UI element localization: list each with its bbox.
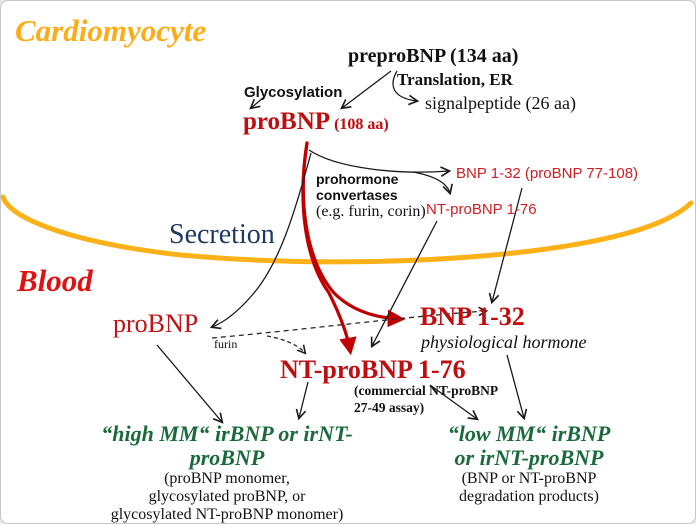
bnp-cleaved-label: BNP 1-32 (proBNP 77-108) (456, 165, 639, 182)
assay-note-line1: (commercial NT-proBNP (354, 383, 499, 398)
arrow-probnp-to-bnp-cell (308, 149, 452, 177)
high-mm-line2: glycosylated proBNP, or (148, 488, 306, 505)
arrow-ntprobnp-to-high-mm (295, 381, 309, 421)
ntprobnp-assay-note: (commercial NT-proBNP 27-49 assay) (354, 382, 514, 416)
low-mm-line2: degradation products) (459, 488, 599, 505)
high-mm-group: “high MM“ irBNP or irNT-proBNP (proBNP m… (81, 422, 373, 524)
arrow-preprobnp-to-probnp (340, 70, 392, 110)
convertases-line2: convertases (316, 187, 398, 203)
arrow-dashed-furin-to-ntprobnp (266, 335, 305, 353)
translation-er-label: Translation, ER (397, 70, 513, 89)
probnp-blood-label: proBNP (113, 309, 199, 338)
secretion-label: Secretion (169, 219, 275, 250)
convertases-line1: prohormone (316, 171, 399, 187)
ntprobnp-cleaved-label: NT-proBNP 1-76 (426, 201, 537, 218)
blood-title: Blood (17, 263, 93, 298)
signalpeptide-label: signalpeptide (26 aa) (425, 93, 576, 113)
ntprobnp-blood-label: NT-proBNP 1-76 (280, 355, 466, 384)
low-mm-title-line1: “low MM“ irBNP (447, 421, 611, 446)
high-mm-line1: (proBNP monomer, (164, 470, 290, 487)
furin-label: furin (214, 337, 238, 351)
arrow-probnp-to-high-mm (156, 344, 224, 424)
arrow-red-probnp-to-bnp-blood (301, 141, 406, 328)
high-mm-title: “high MM“ irBNP or irNT-proBNP (101, 421, 353, 470)
physiological-hormone-label: physiological hormone (421, 332, 587, 352)
preprobnp-label: preproBNP (134 aa) (348, 45, 519, 67)
probnp-cell-name: proBNP (243, 108, 331, 135)
high-mm-line3: glycosylated NT-proBNP monomer) (110, 506, 344, 523)
bnp-blood-label: BNP 1-32 (420, 302, 525, 331)
low-mm-title-line2: or irNT-proBNP (454, 445, 604, 470)
low-mm-group: “low MM“ irBNP or irNT-proBNP (BNP or NT… (429, 422, 629, 506)
cardiomyocyte-title: Cardiomyocyte (15, 13, 207, 48)
probnp-cell-aa: (108 aa) (330, 116, 389, 133)
prohormone-convertases-label: prohormone convertases (e.g. furin, cori… (316, 171, 426, 221)
glycosylation-label: Glycosylation (244, 84, 343, 101)
probnp-cell-label: proBNP (108 aa) (243, 108, 389, 136)
assay-note-line2: 27-49 assay) (354, 400, 425, 415)
low-mm-line1: (BNP or NT-proBNP (461, 470, 597, 487)
convertases-line3: (e.g. furin, corin) (316, 203, 426, 220)
